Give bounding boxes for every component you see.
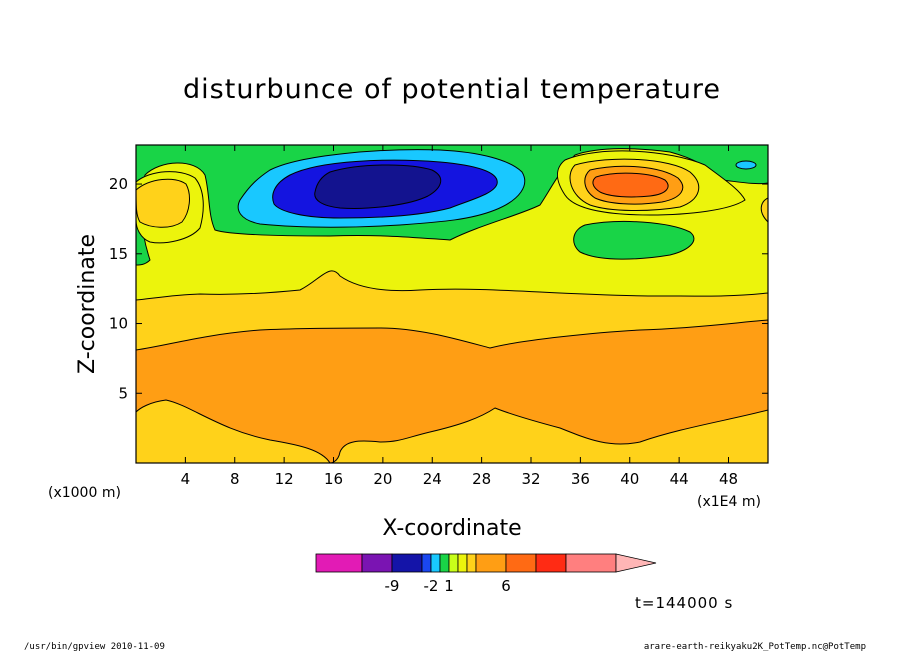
colorbar-label: -2 [424, 577, 439, 595]
x-tick-label: 40 [620, 470, 639, 488]
colorbar-label: 6 [501, 577, 511, 595]
y-tick-label: 15 [109, 245, 128, 263]
colorbar-swatch [565, 553, 617, 573]
x-tick-label: 20 [373, 470, 392, 488]
x-axis-title: X-coordinate [382, 516, 521, 541]
x-tick-label: 16 [324, 470, 343, 488]
colorbar-swatch [505, 553, 537, 573]
colorbar-swatch [466, 553, 477, 573]
x-tick-label: 32 [521, 470, 540, 488]
contour-fill-left-orange [136, 178, 190, 228]
y-tick-label: 20 [109, 175, 128, 193]
colorbar-swatch [391, 553, 423, 573]
plot-frame [135, 144, 769, 464]
x-tick-label: 4 [181, 470, 191, 488]
colorbar-swatch [315, 553, 363, 573]
x-tick-label: 44 [670, 470, 689, 488]
x-tick-label: 12 [275, 470, 294, 488]
x-tick-label: 36 [571, 470, 590, 488]
contour-fill-layer [136, 145, 768, 463]
colorbar-swatch [475, 553, 507, 573]
x-tick-label: 24 [423, 470, 442, 488]
x-tick-label: 8 [230, 470, 240, 488]
y-axis-title: Z-coordinate [75, 234, 100, 374]
colorbar-swatch [448, 553, 459, 573]
footer-right: arare-earth-reikyaku2K_PotTemp.nc@PotTem… [643, 642, 866, 652]
colorbar-label: -9 [385, 577, 400, 595]
x-axis: 4 8 12 16 20 24 28 32 36 40 44 48 [181, 145, 738, 488]
colorbar-swatch [457, 553, 468, 573]
contour-fill-warm-band [136, 319, 768, 463]
colorbar-swatch [535, 553, 567, 573]
chart-title: disturbunce of potential temperature [183, 74, 721, 105]
colorbar-swatch [361, 553, 393, 573]
contour-fill-cyan-spot [735, 160, 757, 170]
time-label: t=144000 s [635, 594, 734, 612]
contour-fill-navy-core [314, 164, 442, 209]
colorbar-extend-arrow [615, 553, 657, 573]
colorbar-swatch [421, 553, 432, 573]
y-unit-label: (x1000 m) [48, 485, 121, 501]
colorbar: -9 -2 1 6 [315, 553, 657, 595]
footer-left: /usr/bin/gpview 2010-11-09 [24, 642, 165, 652]
contour-fill-green-cell [573, 220, 695, 260]
y-tick-label: 10 [109, 315, 128, 333]
x-unit-label: (x1E4 m) [697, 494, 761, 510]
x-tick-label: 48 [719, 470, 738, 488]
colorbar-swatch [439, 553, 450, 573]
colorbar-swatch [430, 553, 441, 573]
y-axis: 5 10 15 20 [109, 175, 768, 402]
contour-fill-orange-core [592, 172, 669, 198]
x-tick-label: 28 [472, 470, 491, 488]
y-tick-label: 5 [118, 384, 128, 402]
colorbar-label: 1 [444, 577, 454, 595]
